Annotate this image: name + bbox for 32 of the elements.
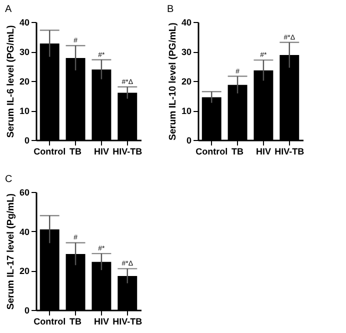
y-axis-title: Serum IL-17 level (Pg/mL) [5, 193, 16, 310]
y-tick-label: 60 [19, 188, 30, 198]
y-tick-label: 10 [181, 106, 192, 116]
x-tick-label: TB [70, 146, 82, 156]
chart-title: A [4, 4, 12, 15]
x-tick-label: Control [34, 316, 66, 326]
x-tick-label: HIV [94, 146, 109, 156]
x-tick-label: HIV-TB [112, 146, 143, 156]
y-tick-label: 0 [24, 306, 30, 316]
y-tick-label: 0 [24, 136, 30, 146]
chart-title: B [166, 4, 174, 15]
x-tick-label: TB [232, 146, 244, 156]
y-tick-label: 40 [19, 226, 30, 237]
y-tick-label: 30 [181, 47, 192, 57]
y-tick-label: 10 [19, 106, 30, 116]
y-tick-label: 20 [19, 266, 30, 276]
x-tick-label: Control [34, 146, 66, 156]
y-tick-label: 20 [19, 76, 30, 86]
x-tick-label: HIV-TB [274, 146, 305, 156]
y-axis-title: Serum IL-6 level (PG/mL) [5, 25, 16, 138]
y-axis-title: Serum IL-10 level (PG/mL) [167, 22, 178, 140]
chart-title: C [4, 174, 12, 185]
y-tick-label: 40 [19, 18, 30, 28]
x-tick-label: HIV [94, 316, 109, 326]
x-tick-label: TB [70, 316, 82, 326]
x-tick-label: HIV [256, 146, 271, 156]
x-tick-label: Control [196, 146, 228, 156]
y-tick-label: 20 [181, 76, 192, 86]
y-tick-label: 30 [19, 47, 30, 57]
y-tick-label: 0 [186, 136, 192, 146]
y-tick-label: 40 [181, 18, 192, 28]
x-tick-label: HIV-TB [112, 316, 143, 326]
